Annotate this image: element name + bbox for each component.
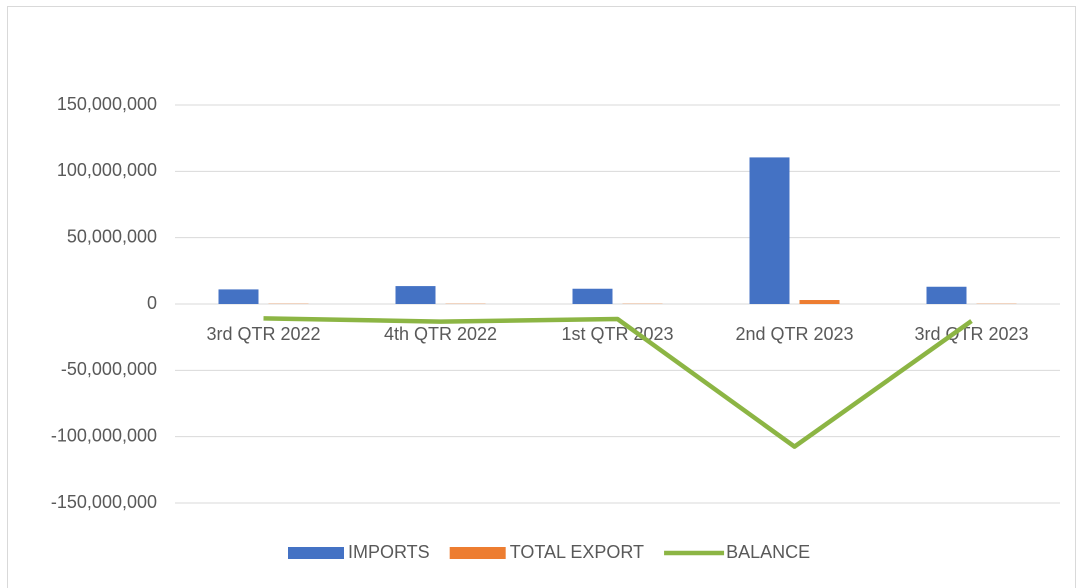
y-tick-label: -50,000,000 (61, 359, 157, 379)
bar (926, 286, 967, 304)
legend-swatch (449, 547, 506, 559)
y-tick-label: 100,000,000 (57, 160, 157, 180)
line (263, 316, 973, 449)
bar (218, 289, 259, 304)
bar (749, 157, 790, 304)
y-tick-label: 150,000,000 (57, 94, 157, 114)
legend-swatch (288, 547, 344, 559)
legend-label: IMPORTS (348, 542, 430, 562)
x-tick-label: 4th QTR 2022 (384, 324, 497, 344)
x-tick-label: 3rd QTR 2022 (206, 324, 320, 344)
bar (395, 286, 436, 304)
legend-label: BALANCE (726, 542, 810, 562)
y-tick-label: 50,000,000 (67, 226, 157, 246)
x-tick-label: 1st QTR 2023 (561, 324, 673, 344)
legend-label: TOTAL EXPORT (510, 542, 644, 562)
y-tick-label: -150,000,000 (51, 492, 157, 512)
x-tick-label: 3rd QTR 2023 (914, 324, 1028, 344)
y-tick-label: 0 (147, 293, 157, 313)
chart-border (7, 6, 1076, 588)
y-tick-label: -100,000,000 (51, 425, 157, 445)
bar (799, 300, 840, 304)
x-tick-label: 2nd QTR 2023 (735, 324, 853, 344)
bar (572, 288, 613, 304)
